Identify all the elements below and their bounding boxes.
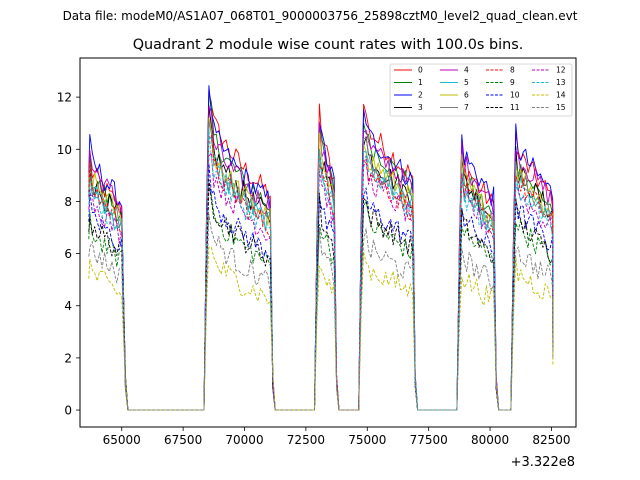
- legend-label: 13: [556, 78, 566, 87]
- legend-label: 12: [556, 66, 566, 75]
- y-tick-label: 10: [57, 143, 72, 157]
- legend-label: 7: [464, 103, 469, 112]
- x-tick-label: 72500: [287, 433, 325, 447]
- legend-label: 1: [418, 78, 423, 87]
- legend-label: 14: [556, 91, 566, 100]
- legend-label: 3: [418, 103, 423, 112]
- x-tick-label: 82500: [532, 433, 570, 447]
- series-line-14: [88, 246, 554, 411]
- x-tick-label: 70000: [225, 433, 263, 447]
- legend-box: [389, 63, 573, 117]
- y-tick-label: 8: [64, 195, 72, 209]
- legend-label: 10: [510, 91, 520, 100]
- legend-label: 11: [510, 103, 520, 112]
- x-tick-label: 67500: [164, 433, 202, 447]
- plot-frame: [79, 57, 577, 428]
- series-line-9: [88, 187, 554, 411]
- x-axis: 65000 67500 70000 72500 75000 77500 80000 82500: [103, 427, 571, 447]
- series-line-5: [88, 135, 554, 411]
- series-layer: [88, 85, 554, 411]
- y-tick-label: 12: [57, 91, 72, 105]
- y-tick-label: 2: [64, 351, 72, 365]
- legend-label: 9: [510, 78, 515, 87]
- legend-label: 5: [464, 78, 469, 87]
- x-offset-label: +3.322e8: [511, 455, 575, 470]
- x-tick-label: 75000: [348, 433, 386, 447]
- legend-label: 15: [556, 103, 566, 112]
- x-tick-label: 80000: [471, 433, 509, 447]
- chart-title: Quadrant 2 module wise count rates with …: [133, 37, 524, 53]
- legend-label: 8: [510, 66, 515, 75]
- chart-supertitle: Data file: modeM0/AS1A07_068T01_90000037…: [63, 9, 578, 23]
- legend-label: 4: [464, 66, 469, 75]
- series-line-8: [88, 134, 554, 411]
- legend-label: 2: [418, 91, 423, 100]
- y-axis: 0 2 4 6 8 10 12: [57, 91, 80, 418]
- y-tick-label: 4: [64, 299, 72, 313]
- series-line-15: [88, 214, 554, 411]
- y-tick-label: 0: [64, 404, 72, 418]
- series-line-10: [88, 163, 554, 411]
- legend-label: 0: [418, 66, 423, 75]
- x-tick-label: 65000: [103, 433, 141, 447]
- y-tick-label: 6: [64, 247, 72, 261]
- x-tick-label: 77500: [410, 433, 448, 447]
- legend-label: 6: [464, 91, 469, 100]
